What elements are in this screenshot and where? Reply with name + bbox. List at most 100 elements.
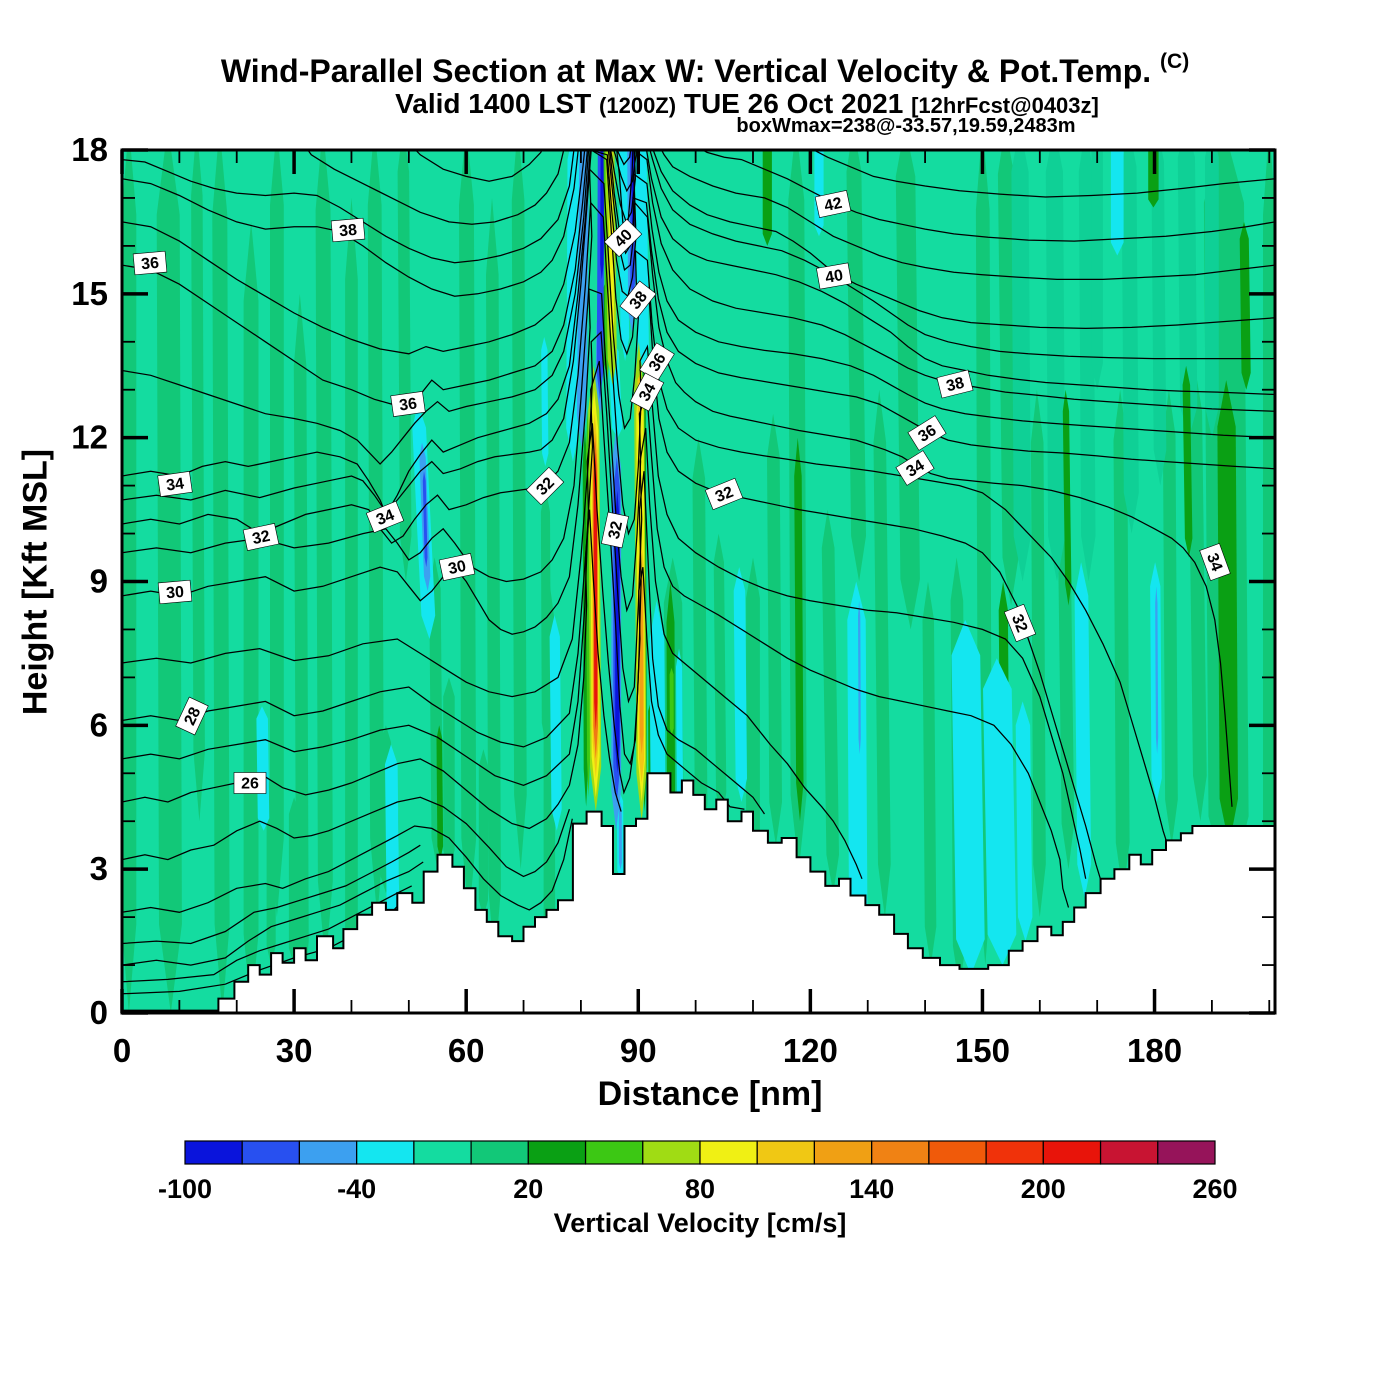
colorbar-tick-label: 80	[685, 1174, 715, 1204]
colorbar-cell	[356, 1140, 415, 1165]
shading-shape	[1011, 150, 1031, 582]
isotherm-35	[122, 150, 1275, 470]
contour-label: 28	[175, 696, 209, 736]
chart-title-units: (C)	[1160, 50, 1190, 73]
shading-shape	[1239, 221, 1251, 390]
shading-shape	[1155, 586, 1159, 755]
colorbar-tick-label: 20	[513, 1174, 543, 1204]
x-tick-label: 30	[276, 1032, 313, 1069]
shading-shape	[191, 150, 205, 822]
svg-text:32: 32	[1008, 612, 1030, 635]
shading-shape	[1015, 701, 1033, 942]
chart-title: Wind-Parallel Section at Max W: Vertical…	[221, 50, 1189, 90]
shading-shape	[1078, 150, 1096, 582]
terrain	[122, 772, 1275, 1013]
contour-label: 42	[814, 190, 852, 218]
isotherm-28	[122, 360, 766, 815]
contour-label: 34	[629, 372, 665, 412]
shading-shape	[367, 150, 384, 918]
shading-shape	[858, 600, 861, 755]
shading-shape	[814, 150, 824, 237]
shading-shape	[1074, 562, 1092, 898]
svg-text:26: 26	[241, 776, 259, 793]
contour-label: 40	[816, 262, 852, 290]
isotherm-27	[122, 423, 745, 810]
colorbar-cell	[642, 1140, 701, 1165]
contour-label: 38	[936, 369, 974, 399]
colorbar-cell	[1042, 1140, 1102, 1165]
y-tick-labels: 0 3 6 9 12 15 18	[71, 131, 108, 1031]
colorbar-cell	[756, 1140, 816, 1165]
shading-shape	[256, 706, 270, 831]
shading-shape	[593, 452, 598, 731]
isotherm-31	[122, 200, 1087, 879]
contour-label: 34	[365, 500, 405, 534]
shading-shape	[1205, 150, 1219, 438]
shading-shape	[846, 150, 866, 582]
x-axis-title: Distance [nm]	[597, 1075, 823, 1113]
shading-shape	[1113, 389, 1130, 894]
shading-shape	[1110, 150, 1124, 256]
shading-shape	[1045, 150, 1066, 582]
shading-shape	[767, 413, 782, 846]
y-tick-label: 0	[90, 994, 108, 1031]
y-tick-label: 3	[90, 850, 108, 887]
colorbar: -100 -40 20 80 140 200 260	[158, 1140, 1238, 1204]
chart-title-text: Wind-Parallel Section at Max W: Vertical…	[220, 53, 1152, 89]
contour-label: 32	[525, 466, 565, 506]
colorbar-tick-label: 140	[849, 1174, 894, 1204]
contour-label: 34	[895, 450, 935, 486]
svg-text:34: 34	[636, 381, 659, 405]
shading-shape	[288, 797, 300, 966]
svg-text:36: 36	[140, 255, 159, 273]
contour-label: 26	[233, 772, 267, 794]
shading-shape	[315, 150, 333, 966]
shading-shape	[713, 533, 727, 822]
forecast-info: [12hrFcst@0403z]	[911, 93, 1099, 118]
shading-shape	[486, 197, 501, 966]
colorbar-cell	[298, 1140, 358, 1165]
svg-text:28: 28	[181, 705, 204, 728]
shading-shape	[443, 677, 455, 870]
shading-shape	[1217, 380, 1238, 846]
isotherm-25	[122, 796, 570, 878]
chart-subtitle: Valid 1400 LST (1200Z) TUE 26 Oct 2021 […	[395, 88, 1099, 120]
contour-label: 32	[704, 477, 744, 511]
colorbar-tick-label: 200	[1021, 1174, 1066, 1204]
colorbar-cell	[699, 1140, 758, 1165]
isotherm-39	[122, 150, 1275, 360]
x-tick-label: 90	[620, 1032, 657, 1069]
shading-shape	[821, 509, 839, 894]
contour-label: 34	[1199, 542, 1231, 582]
isotherm-22	[122, 861, 424, 966]
contour-label: 32	[1003, 603, 1037, 643]
shading-shape	[895, 150, 920, 630]
y-tick-label: 18	[71, 131, 108, 168]
shading-shape	[1188, 365, 1207, 822]
terrain-silhouette	[122, 772, 1275, 1013]
contour-label: 30	[438, 553, 476, 581]
shading-shape	[922, 581, 937, 966]
contour-label: 38	[330, 217, 366, 243]
y-tick-label: 12	[71, 419, 108, 456]
svg-text:38: 38	[945, 375, 966, 396]
contour-label: 32	[601, 511, 629, 549]
colorbar-cell	[584, 1140, 644, 1165]
shading-shape	[511, 150, 527, 870]
isotherm-38	[122, 150, 1275, 396]
colorbar-cell	[871, 1140, 930, 1165]
isotherm-42	[701, 150, 1275, 242]
svg-text:36: 36	[915, 422, 939, 446]
shading-shape	[345, 197, 358, 1013]
isotherm-41	[414, 150, 1275, 281]
isotherm-29	[122, 330, 863, 880]
shading-shape	[1091, 150, 1103, 390]
svg-text:32: 32	[713, 484, 736, 506]
shading-shape	[951, 619, 985, 975]
colorbar-cell	[813, 1140, 873, 1165]
contour-label: 36	[132, 250, 168, 276]
contour-label: 36	[907, 415, 947, 451]
shading-shape	[385, 744, 400, 942]
shading-shape	[478, 749, 488, 918]
svg-text:36: 36	[398, 395, 418, 414]
